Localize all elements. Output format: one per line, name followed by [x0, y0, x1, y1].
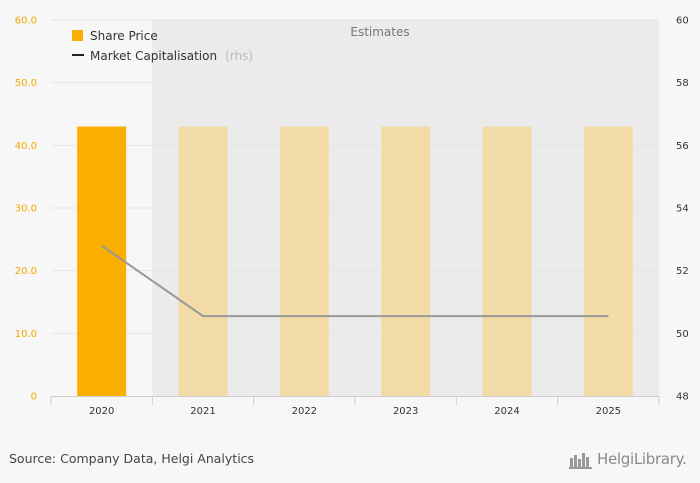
line-market-capitalisation [101, 244, 609, 318]
y-left-tick-label: 40.0 [15, 141, 37, 152]
legend-share-price-label: Share Price [90, 29, 158, 43]
y-left-tick-label: 60.0 [15, 16, 37, 27]
y-right-tick-label: 58 [676, 78, 689, 89]
bar-share-price-2025 [583, 126, 633, 397]
legend-market-cap-label: Market Capitalisation [90, 49, 217, 63]
x-tick-label: 2024 [494, 406, 519, 417]
y-right-tick-label: 56 [676, 141, 689, 152]
bar-share-price-2024 [482, 126, 532, 397]
x-tick-label: 2025 [596, 406, 621, 417]
y-right-tick-label: 60 [676, 16, 689, 27]
bar-share-price-2023 [381, 126, 431, 397]
x-tick-label: 2022 [292, 406, 317, 417]
y-left-tick-label: 10.0 [15, 329, 37, 340]
x-tick-label: 2020 [89, 406, 114, 417]
library-icon [569, 453, 592, 469]
x-tick-label: 2021 [190, 406, 215, 417]
estimates-label: Estimates [350, 25, 409, 39]
y-left-tick-label: 20.0 [15, 266, 37, 277]
y-right-tick-label: 54 [676, 204, 689, 215]
y-right-tick-label: 52 [676, 266, 689, 277]
y-left-tick-label: 0 [31, 392, 37, 403]
brand-name: HelgiLibrary. [597, 450, 687, 468]
legend-share-price-swatch [72, 30, 83, 41]
y-right-tick-label: 48 [676, 392, 689, 403]
bar-share-price-2021 [178, 126, 228, 397]
brand-logo: HelgiLibrary. [569, 449, 687, 469]
legend-market-cap-rhs: (rhs) [225, 49, 253, 63]
x-tick-label: 2023 [393, 406, 418, 417]
y-left-tick-label: 50.0 [15, 78, 37, 89]
bar-share-price-2020 [77, 126, 127, 397]
bar-share-price-2022 [279, 126, 329, 397]
source-note: Source: Company Data, Helgi Analytics [9, 451, 255, 466]
y-left-tick-label: 30.0 [15, 204, 37, 215]
y-right-tick-label: 50 [676, 329, 689, 340]
legend: Share Price Market Capitalisation (rhs) [72, 29, 253, 64]
svg-text:Market Capitalisation (r: Market Capitalisation (rhs) [90, 45, 253, 64]
